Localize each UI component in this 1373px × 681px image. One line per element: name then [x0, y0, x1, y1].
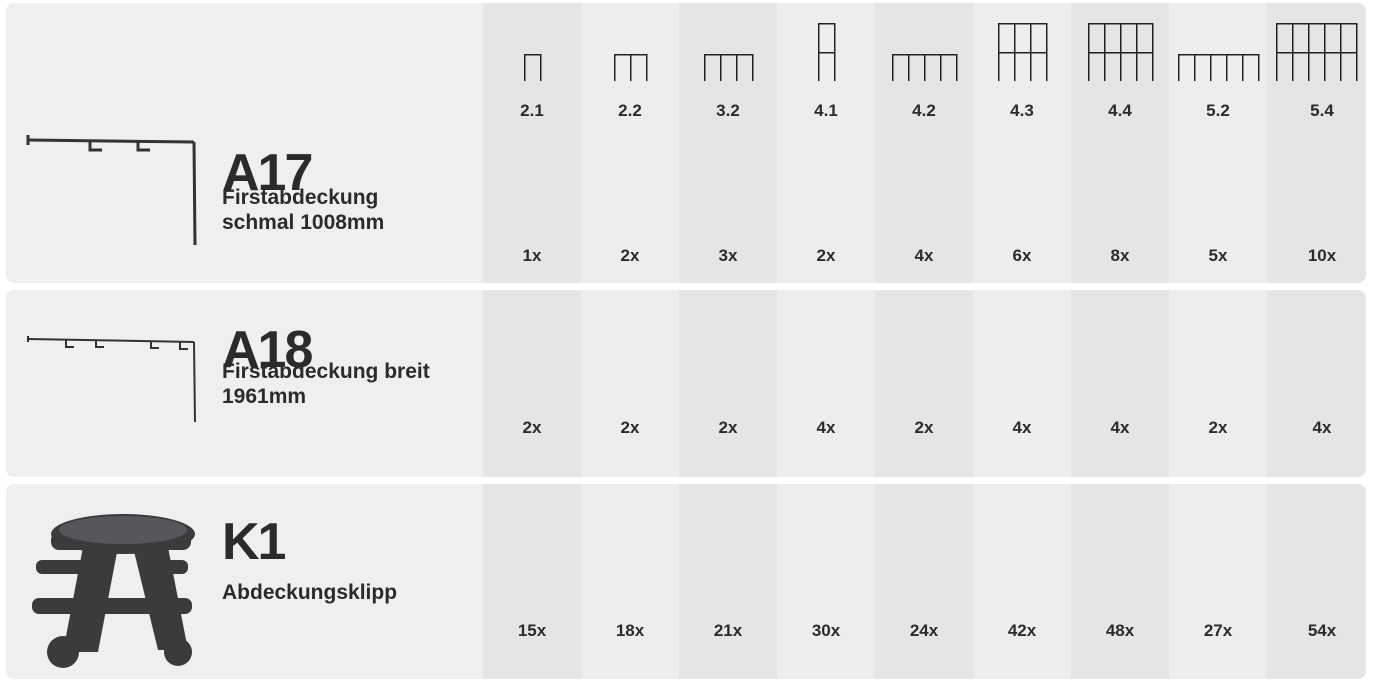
- column-cell: 4x: [1071, 290, 1169, 477]
- column-label: 4.1: [814, 101, 838, 120]
- column-cell: 4x: [1267, 290, 1366, 477]
- quantity: 30x: [811, 621, 841, 640]
- column-cell: 54x: [1267, 484, 1366, 679]
- quantity: 2x: [816, 246, 836, 265]
- quantity: 4x: [1312, 418, 1332, 437]
- column-cell: 21x: [679, 484, 777, 679]
- quantity: 6x: [1012, 246, 1032, 265]
- column-cell: 4.1 2x: [777, 3, 875, 283]
- product-image: [18, 133, 208, 258]
- row-card: A18 Firstabdeckung breit 1961mm 2x 2x 2x 4x 2x 4…: [6, 290, 1366, 477]
- column-label: 4.3: [1010, 101, 1034, 120]
- quantity: 2x: [522, 418, 542, 437]
- column-cell: 30x: [777, 484, 875, 679]
- column-cell: 3.2 3x: [679, 3, 777, 283]
- column-cell: 2x: [875, 290, 973, 477]
- product-image: [18, 332, 208, 437]
- layout-icon: [1169, 15, 1267, 83]
- quantity: 2x: [620, 246, 640, 265]
- quantity: 4x: [1110, 418, 1130, 437]
- name-line: schmal 1008mm: [222, 211, 385, 234]
- quantity: 48x: [1105, 621, 1135, 640]
- quantity: 24x: [909, 621, 939, 640]
- name-line: Firstabdeckung: [222, 186, 379, 209]
- column-cell: 48x: [1071, 484, 1169, 679]
- quantity: 21x: [713, 621, 743, 640]
- product-name: Firstabdeckung breit 1961mm: [222, 359, 430, 409]
- quantity: 42x: [1007, 621, 1037, 640]
- column-cell: 5.4 10x: [1267, 3, 1366, 283]
- layout-icon: [777, 15, 875, 83]
- column-cell: 42x: [973, 484, 1071, 679]
- column-cell: 24x: [875, 484, 973, 679]
- quantity: 5x: [1208, 246, 1228, 265]
- column-cell: 5.2 5x: [1169, 3, 1267, 283]
- layout-icon: [875, 15, 973, 83]
- quantity: 54x: [1307, 621, 1337, 640]
- quantity: 10x: [1307, 246, 1337, 265]
- column-label: 5.4: [1310, 101, 1334, 120]
- quantity: 1x: [522, 246, 542, 265]
- name-line: 1961mm: [222, 385, 307, 408]
- layout-icon: [581, 15, 679, 83]
- column-cell: 4.4 8x: [1071, 3, 1169, 283]
- column-cell: 15x: [483, 484, 581, 679]
- quantity: 4x: [816, 418, 836, 437]
- quantity: 4x: [1012, 418, 1032, 437]
- column-label: 2.1: [520, 101, 544, 120]
- column-cell: 4x: [973, 290, 1071, 477]
- layout-icon: [483, 15, 581, 83]
- quantity: 3x: [718, 246, 738, 265]
- quantity: 2x: [718, 418, 738, 437]
- quantity: 2x: [1208, 418, 1228, 437]
- column-cell: 2x: [679, 290, 777, 477]
- column-cell: 4.2 4x: [875, 3, 973, 283]
- layout-icon: [1071, 15, 1169, 83]
- column-cell: 18x: [581, 484, 679, 679]
- row-card: K1 Abdeckungsklipp 15x 18x 21x 30x 24x 42x 48x 27…: [6, 484, 1366, 679]
- name-line: Firstabdeckung breit: [222, 360, 430, 383]
- column-label: 4.4: [1108, 101, 1132, 120]
- column-cell: 2x: [483, 290, 581, 477]
- column-cell: 2.2 2x: [581, 3, 679, 283]
- name-line: Abdeckungsklipp: [222, 581, 398, 604]
- column-cell: 2x: [1169, 290, 1267, 477]
- quantity: 15x: [517, 621, 547, 640]
- product-code: K1: [222, 513, 287, 571]
- quantity: 27x: [1203, 621, 1233, 640]
- quantity: 8x: [1110, 246, 1130, 265]
- quantity: 4x: [914, 246, 934, 265]
- product-code: A18: [222, 321, 313, 379]
- quantity: 2x: [620, 418, 640, 437]
- product-image: [18, 502, 198, 677]
- layout-icon: [679, 15, 777, 83]
- column-label: 4.2: [912, 101, 936, 120]
- column-cell: 4.3 6x: [973, 3, 1071, 283]
- column-label: 3.2: [716, 101, 740, 120]
- column-cell: 2x: [581, 290, 679, 477]
- column-cell: 2.1 1x: [483, 3, 581, 283]
- column-label: 2.2: [618, 101, 642, 120]
- layout-icon: [1267, 15, 1366, 83]
- row-card: A17 Firstabdeckung schmal 1008mm 2.1 1x 2.2 2x…: [6, 3, 1366, 283]
- layout-icon: [973, 15, 1071, 83]
- quantity: 18x: [615, 621, 645, 640]
- column-cell: 27x: [1169, 484, 1267, 679]
- column-cell: 4x: [777, 290, 875, 477]
- column-label: 5.2: [1206, 101, 1230, 120]
- product-name: Abdeckungsklipp: [222, 580, 397, 605]
- product-code: A17: [222, 144, 313, 202]
- quantity: 2x: [914, 418, 934, 437]
- product-name: Firstabdeckung schmal 1008mm: [222, 185, 384, 235]
